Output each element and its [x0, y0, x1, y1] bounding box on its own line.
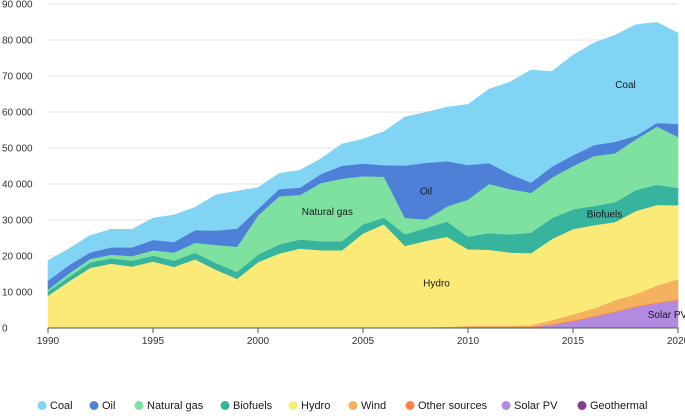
x-tick-label: 2010: [457, 336, 480, 347]
y-tick-label: 50 000: [2, 144, 33, 155]
y-tick-label: 60 000: [2, 108, 33, 119]
annotation-natural-gas: Natural gas: [302, 207, 353, 218]
y-tick-label: 90 000: [2, 0, 33, 11]
legend-label-wind: Wind: [361, 400, 386, 412]
legend-swatch-wind: [348, 401, 358, 410]
y-tick-label: 10 000: [2, 288, 33, 299]
legend-label-solar-pv: Solar PV: [514, 400, 558, 412]
annotation-coal: Coal: [615, 80, 636, 91]
y-tick-label: 30 000: [2, 216, 33, 227]
legend-swatch-geothermal: [577, 401, 587, 410]
legend-label-oil: Oil: [102, 400, 115, 412]
x-tick-label: 1995: [142, 336, 165, 347]
y-tick-label: 40 000: [2, 180, 33, 191]
annotation-oil: Oil: [420, 187, 432, 198]
legend-swatch-biofuels: [220, 401, 230, 410]
x-tick-label: 2015: [562, 336, 585, 347]
annotation-solar-pv: Solar PV: [648, 310, 685, 321]
area-coal: [47, 22, 679, 282]
annotation-hydro: Hydro: [423, 278, 450, 289]
y-tick-label: 80 000: [2, 36, 33, 47]
x-tick-label: 2020: [667, 336, 685, 347]
y-tick-label: 20 000: [2, 252, 33, 263]
legend-swatch-solar-pv: [501, 401, 511, 410]
legend-label-biofuels: Biofuels: [233, 400, 273, 412]
legend-label-hydro: Hydro: [301, 400, 330, 412]
legend-swatch-other-sources: [405, 401, 415, 410]
y-tick-label: 70 000: [2, 72, 33, 83]
legend-label-coal: Coal: [50, 400, 73, 412]
legend-label-natural-gas: Natural gas: [147, 400, 204, 412]
legend-label-other-sources: Other sources: [418, 400, 488, 412]
legend-swatch-hydro: [288, 401, 298, 410]
legend-swatch-oil: [89, 401, 99, 410]
x-tick-label: 2005: [352, 336, 375, 347]
annotation-biofuels: Biofuels: [587, 209, 623, 220]
legend-label-geothermal: Geothermal: [590, 400, 647, 412]
legend-swatch-coal: [37, 401, 47, 410]
legend-swatch-natural-gas: [134, 401, 144, 410]
x-tick-label: 2000: [247, 336, 270, 347]
y-tick-label: 0: [2, 324, 8, 335]
x-tick-label: 1990: [37, 336, 60, 347]
